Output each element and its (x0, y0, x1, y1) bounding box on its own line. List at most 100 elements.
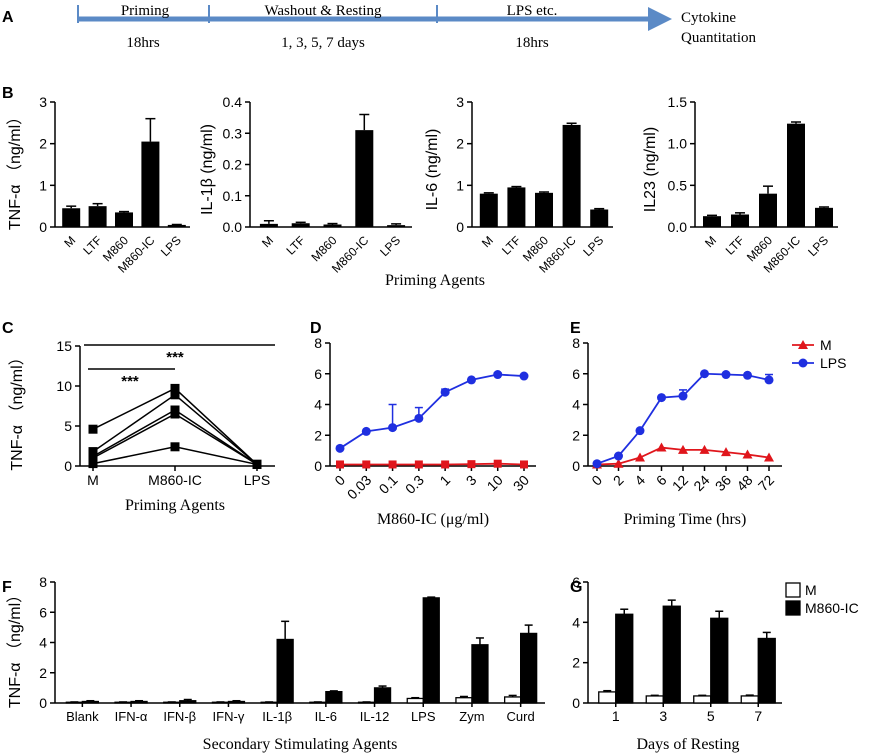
y-tick-label: 2 (572, 427, 580, 443)
x-axis-label: Days of Resting (636, 736, 739, 753)
panel-label-c: C (2, 320, 14, 337)
bar (615, 613, 634, 704)
y-tick-label: 6 (572, 366, 580, 382)
x-tick-label: 10 (484, 472, 506, 494)
series-line (92, 413, 258, 466)
data-point (742, 449, 753, 459)
data-point (170, 383, 180, 393)
bar (479, 193, 498, 227)
y-tick-label: 8 (314, 335, 322, 351)
x-tick-label: 6 (653, 472, 670, 489)
data-point (414, 460, 423, 469)
data-point (520, 460, 528, 469)
y-tick-label: 0.0 (223, 219, 243, 235)
x-tick-label: IFN-α (115, 709, 148, 724)
bar (179, 700, 197, 704)
data-point (699, 444, 710, 454)
bar (503, 696, 522, 704)
data-point (441, 460, 450, 469)
panel-label-g: G (570, 579, 582, 596)
bar (88, 206, 107, 227)
timeline-panel: A Priming Washout & Resting LPS etc. 18h… (2, 3, 756, 51)
y-tick-label: 2 (456, 136, 464, 152)
y-tick-label: 0 (572, 458, 580, 474)
data-point (467, 460, 476, 469)
x-tick-label: 0.3 (402, 472, 427, 497)
x-axis-label: Priming Time (hrs) (624, 511, 747, 528)
x-tick-label: IFN-β (163, 709, 196, 724)
x-tick-label: 0.1 (376, 472, 401, 497)
bar (81, 700, 99, 704)
bar (422, 597, 440, 704)
x-tick-label: 12 (669, 472, 691, 494)
y-tick-label: 0.1 (223, 188, 243, 204)
y-tick-label: 8 (572, 335, 580, 351)
x-tick-label: M (259, 233, 276, 250)
series-line (340, 462, 525, 466)
x-tick-label: 3 (463, 472, 480, 489)
y-tick-label: 1 (456, 177, 464, 193)
bar (471, 644, 489, 704)
x-tick-label: 2 (610, 472, 627, 489)
bar (325, 691, 343, 704)
y-tick-label: 8 (39, 574, 47, 590)
data-point (414, 413, 424, 423)
bar (731, 214, 749, 227)
y-tick-label: 3 (456, 94, 464, 110)
x-tick-label: 4 (631, 472, 648, 489)
bar (387, 225, 406, 227)
x-tick-label: IFN-γ (213, 709, 245, 724)
data-point (764, 375, 774, 385)
data-point (170, 409, 180, 419)
x-tick-label: Blank (66, 709, 99, 724)
data-point (88, 453, 98, 463)
data-point (88, 447, 98, 457)
y-tick-label: 2 (39, 665, 47, 681)
data-point (88, 424, 98, 434)
data-point (798, 340, 808, 349)
y-tick-label: 2 (314, 427, 322, 443)
legend-label: M860-IC (805, 600, 859, 616)
bar (590, 209, 609, 227)
bar (710, 617, 729, 704)
bar (167, 224, 186, 227)
x-tick-label: LPS (377, 233, 403, 259)
x-tick-label: M (479, 233, 496, 250)
data-point (252, 459, 262, 469)
bar (323, 224, 342, 227)
data-point (493, 370, 503, 380)
y-axis-label: TNF-α （ng/ml） (6, 587, 24, 708)
x-tick-label: M (87, 472, 99, 488)
bar (455, 697, 473, 704)
chart-f: F 0 2 4 6 8 TNF-α （ng/ml） Blank IFN-α IFN-β IFN-γ I… (2, 574, 545, 753)
x-tick-label: 48 (733, 472, 755, 494)
y-tick-label: 0 (314, 458, 322, 474)
bar (115, 212, 133, 227)
panel-label-a: A (2, 9, 14, 26)
x-tick-label: LPS (580, 233, 606, 259)
x-tick-label: LPS (411, 709, 436, 724)
data-point (678, 391, 688, 401)
x-tick-label: IL-1β (262, 709, 292, 724)
significance-stars: *** (166, 349, 184, 366)
bar (562, 124, 581, 227)
series-line (339, 373, 525, 450)
y-tick-label: 4 (39, 635, 47, 651)
data-point (170, 442, 180, 452)
y-axis-label: TNF-α （ng/ml） (8, 349, 26, 470)
y-tick-label: 0.3 (223, 125, 243, 141)
x-tick-label: LPS (158, 233, 184, 259)
stage-duration-washout: 1, 3, 5, 7 days (281, 35, 365, 51)
data-point (361, 426, 371, 436)
x-tick-label: LPS (244, 472, 270, 488)
series-line (92, 393, 258, 465)
x-tick-label: Curd (507, 709, 535, 724)
data-point (88, 459, 98, 469)
data-point (592, 459, 602, 469)
data-point (635, 452, 645, 462)
x-tick-label: LPS (805, 233, 831, 259)
